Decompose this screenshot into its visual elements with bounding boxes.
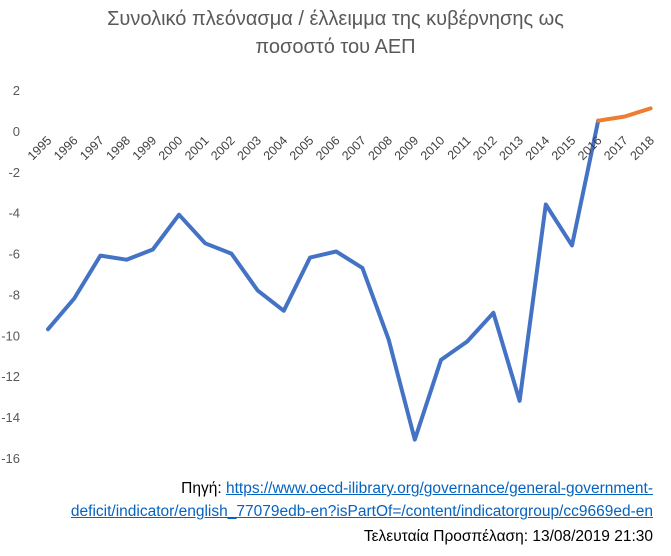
x-tick-label: 2007 bbox=[339, 133, 369, 163]
x-tick-label: 1999 bbox=[130, 133, 160, 163]
series-line-2 bbox=[596, 106, 653, 123]
chart-title-line1: Συνολικό πλεόνασμα / έλλειμμα της κυβέρν… bbox=[107, 8, 564, 30]
y-tick-label: -4 bbox=[8, 206, 20, 221]
x-tick-label: 2010 bbox=[418, 133, 448, 163]
x-tick-label: 1998 bbox=[103, 133, 133, 163]
x-tick-label: 2015 bbox=[549, 133, 579, 163]
x-tick-label: 2017 bbox=[601, 133, 631, 163]
source-line: Πηγή: https://www.oecd-ilibrary.org/gove… bbox=[181, 480, 653, 498]
y-tick-label: -6 bbox=[8, 247, 20, 262]
x-tick-label: 2011 bbox=[445, 133, 474, 162]
x-tick-label: 2003 bbox=[234, 133, 264, 163]
source-link-part1[interactable]: https://www.oecd-ilibrary.org/governance… bbox=[225, 480, 653, 497]
y-tick-label: 2 bbox=[13, 83, 20, 98]
y-tick-label: -8 bbox=[8, 287, 20, 302]
x-tick-label: 2018 bbox=[627, 133, 657, 163]
line-chart: 2 0 -2 -4 -6 -8 -10 -12 -14 -16 199519961997199819… bbox=[1, 83, 657, 466]
y-tick-label: -14 bbox=[1, 410, 20, 425]
last-access-text: Τελευταία Προσπέλαση: 13/08/2019 21:30 bbox=[363, 528, 653, 545]
source-link-line2: deficit/indicator/english_77079edb-en?is… bbox=[71, 503, 653, 521]
x-tick-label: 2000 bbox=[156, 133, 186, 163]
x-tick-label: 2014 bbox=[523, 133, 553, 163]
y-tick-label: -2 bbox=[8, 165, 20, 180]
x-tick-label: 2006 bbox=[313, 133, 343, 163]
x-tick-label: 2008 bbox=[365, 133, 395, 163]
source-link-part2[interactable]: deficit/indicator/english_77079edb-en?is… bbox=[70, 503, 653, 520]
x-tick-label: 2002 bbox=[208, 133, 238, 163]
chart-title-line2: ποσοστό του ΑΕΠ bbox=[255, 36, 416, 58]
y-tick-label: -16 bbox=[1, 451, 20, 466]
x-tick-label: 1997 bbox=[77, 133, 107, 163]
x-tick-label: 2005 bbox=[287, 133, 317, 163]
x-tick-label: 2001 bbox=[182, 133, 212, 163]
x-tick-label: 2013 bbox=[496, 133, 526, 163]
y-tick-label: -10 bbox=[1, 328, 20, 343]
y-tick-label: 0 bbox=[13, 124, 20, 139]
x-tick-label: 2009 bbox=[392, 133, 422, 163]
x-tick-label: 1995 bbox=[25, 133, 55, 163]
x-tick-label: 2012 bbox=[470, 133, 500, 163]
series-line-1 bbox=[46, 118, 601, 442]
y-tick-label: -12 bbox=[1, 369, 20, 384]
x-tick-label: 2004 bbox=[261, 133, 291, 163]
x-tick-label: 1996 bbox=[51, 133, 81, 163]
source-label: Πηγή: bbox=[181, 480, 226, 497]
